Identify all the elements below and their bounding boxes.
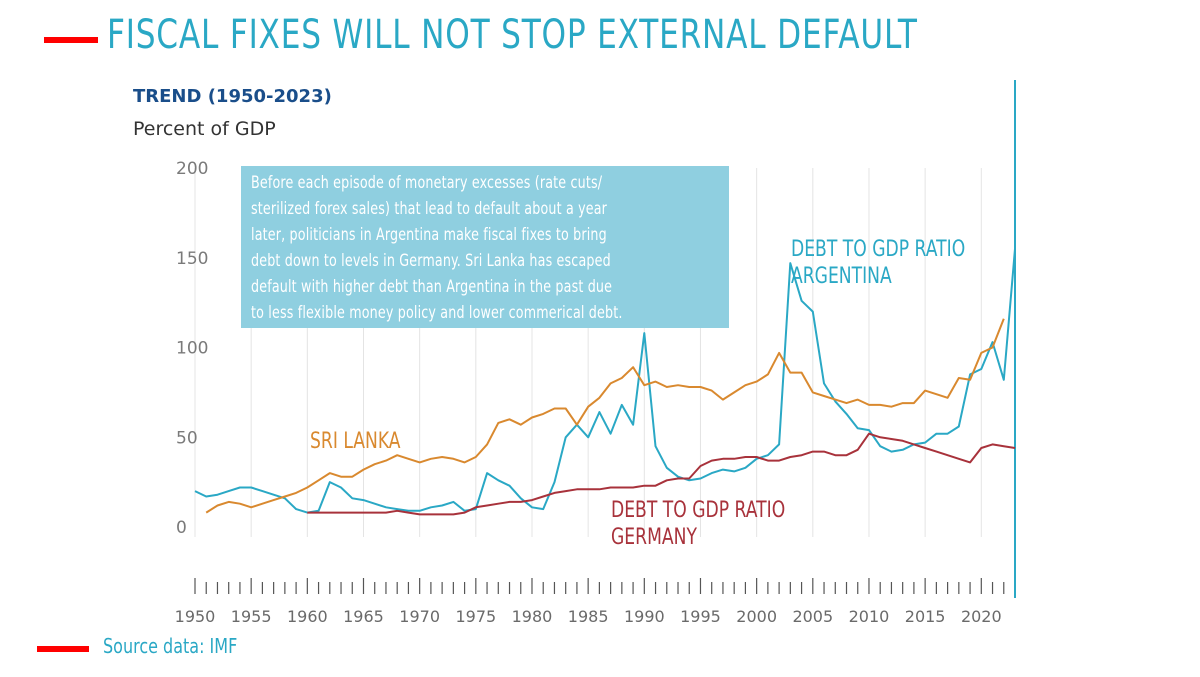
callout-box: Before each episode of monetary excesses… bbox=[241, 166, 729, 328]
callout-line: debt down to levels in Germany. Sri Lank… bbox=[251, 251, 611, 271]
callout-line: later, politicians in Argentina make fis… bbox=[251, 225, 607, 245]
x-tick-label: 2000 bbox=[736, 607, 777, 626]
y-tick-label: 200 bbox=[176, 159, 208, 179]
x-tick-label: 1990 bbox=[624, 607, 665, 626]
series-line-0 bbox=[194, 248, 1016, 514]
series-label-sri-lanka: SRI LANKA bbox=[310, 429, 401, 454]
x-tick-label: 2005 bbox=[792, 607, 833, 626]
callout-line: default with higher debt than Argentina … bbox=[251, 277, 613, 297]
series-label-line: DEBT TO GDP RATIO bbox=[791, 237, 966, 262]
x-tick-label: 2015 bbox=[905, 607, 946, 626]
x-tick-label: 1980 bbox=[512, 607, 553, 626]
series-label-germany: DEBT TO GDP RATIO GERMANY bbox=[611, 497, 785, 551]
x-tick-label: 1950 bbox=[175, 607, 216, 626]
series-line-2 bbox=[307, 432, 1016, 516]
title-accent-bar bbox=[44, 37, 98, 43]
x-tick-label: 1960 bbox=[287, 607, 328, 626]
callout-line: Before each episode of monetary excesses… bbox=[251, 173, 603, 193]
y-tick-label: 0 bbox=[176, 518, 187, 538]
x-tick-label: 1965 bbox=[343, 607, 384, 626]
y-tick-label: 50 bbox=[176, 428, 198, 448]
x-tick-label: 1975 bbox=[455, 607, 496, 626]
x-tick-label: 1995 bbox=[680, 607, 721, 626]
chart-title: TREND (1950-2023) bbox=[133, 86, 332, 107]
source-accent-bar bbox=[37, 646, 89, 652]
y-tick-label: 100 bbox=[176, 339, 208, 359]
x-tick-label: 2010 bbox=[849, 607, 890, 626]
series-line-1 bbox=[205, 318, 1005, 514]
y-tick-label: 150 bbox=[176, 249, 208, 269]
source-note: Source data: IMF bbox=[103, 634, 238, 658]
callout-line: to less flexible money policy and lower … bbox=[251, 303, 623, 323]
series-label-line: GERMANY bbox=[611, 525, 697, 550]
series-label-line: DEBT TO GDP RATIO bbox=[611, 498, 786, 523]
y-axis-label: Percent of GDP bbox=[133, 118, 276, 140]
callout-line: sterilized forex sales) that lead to def… bbox=[251, 199, 608, 219]
x-tick-label: 1985 bbox=[568, 607, 609, 626]
x-tick-label: 1955 bbox=[231, 607, 272, 626]
series-label-argentina: DEBT TO GDP RATIO ARGENTINA bbox=[791, 236, 965, 290]
x-tick-label: 2020 bbox=[961, 607, 1002, 626]
x-tick-label: 1970 bbox=[399, 607, 440, 626]
slide-title: FISCAL FIXES WILL NOT STOP EXTERNAL DEFA… bbox=[107, 12, 918, 58]
series-label-line: ARGENTINA bbox=[791, 264, 892, 289]
